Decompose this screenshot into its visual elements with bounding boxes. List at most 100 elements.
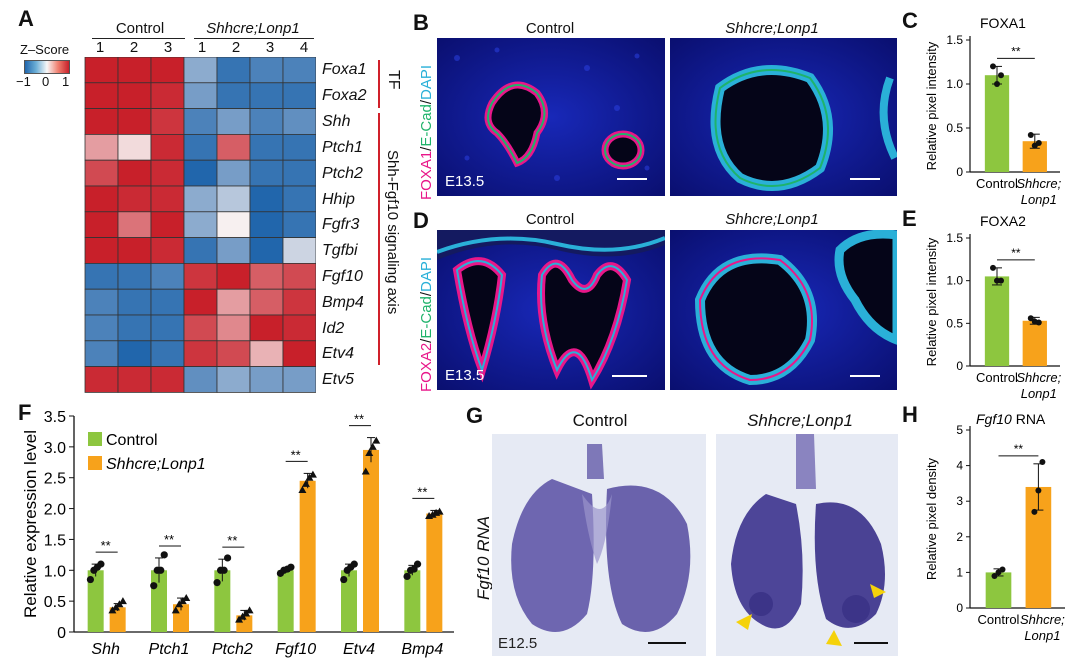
data-point <box>998 72 1004 79</box>
y-tick-label: 1 <box>956 565 963 579</box>
data-point <box>1027 132 1034 139</box>
heatmap-cell <box>282 159 316 187</box>
heatmap-cell <box>249 262 284 290</box>
bar <box>277 570 294 632</box>
zscore-colorbar <box>24 60 70 74</box>
y-axis-label: Relative pixel density <box>924 457 939 580</box>
chart-title: Fgf10 RNA <box>976 411 1046 427</box>
significance-label: ** <box>101 538 111 553</box>
heatmap-cell <box>216 366 251 393</box>
panel-b-control-scalebar <box>617 178 647 180</box>
heatmap-cell <box>216 262 251 290</box>
heatmap-cell <box>183 262 218 290</box>
data-point <box>118 597 127 605</box>
heatmap-cell <box>282 108 316 135</box>
bar <box>299 480 316 632</box>
heatmap-cell <box>282 57 316 84</box>
heatmap-col-m3: 3 <box>265 39 275 56</box>
heatmap-cell <box>150 57 185 84</box>
heatmap-mutant-header: Shhcre;Lonp1 <box>206 20 300 37</box>
heatmap-cell <box>117 159 152 187</box>
panel-g-side-label: Fgf10 RNA <box>474 515 493 600</box>
legend-swatch-mutant <box>88 456 102 470</box>
panel-d-mutant-title: Shhcre;Lonp1 <box>725 211 819 228</box>
heatmap-cell <box>216 237 251 264</box>
heatmap-cell <box>183 314 218 342</box>
y-tick-label: 1.5 <box>946 231 963 245</box>
heatmap-cell <box>249 211 284 239</box>
heatmap-col-c2: 2 <box>129 39 139 56</box>
data-point <box>308 470 317 478</box>
legend-swatch-control <box>88 432 102 446</box>
heatmap-cell <box>117 108 152 135</box>
heatmap-cell <box>216 108 251 135</box>
fgf10-mutant-lung <box>731 434 885 629</box>
x-tick-label: Bmp4 <box>401 641 443 658</box>
bar <box>984 75 1010 172</box>
data-point <box>1031 508 1038 515</box>
heatmap-cell <box>282 211 316 239</box>
y-tick-label: 3 <box>956 494 963 508</box>
y-tick-label: 2.5 <box>44 471 66 488</box>
heatmap-control-header: Control <box>115 20 165 37</box>
gene-etv4: Etv4 <box>322 345 355 362</box>
arrowhead-icon <box>736 614 752 630</box>
data-point <box>1039 459 1046 466</box>
gene-ptch2: Ptch2 <box>322 165 363 182</box>
zscore-tick-neg1: −1 <box>16 74 31 89</box>
heatmap-cell <box>150 134 185 161</box>
heatmap-cell <box>117 237 152 264</box>
y-tick-label: 0.5 <box>946 121 963 135</box>
data-point <box>350 560 358 568</box>
heatmap-cell <box>249 185 284 213</box>
heatmap-cell <box>249 237 284 264</box>
heatmap-cell <box>216 134 251 161</box>
y-tick-label: 4 <box>956 459 963 473</box>
significance-label: ** <box>164 532 174 547</box>
chart-h-fgf10-density: 0 1 2 3 4 5 Relative pixel density ** Fgf10 RNA C… <box>924 411 1065 643</box>
heatmap-cell <box>84 57 119 84</box>
data-point <box>365 449 374 457</box>
heatmap-cell <box>183 211 218 239</box>
tf-bracket <box>378 60 380 108</box>
heatmap-cell <box>282 134 316 161</box>
data-point <box>160 551 168 559</box>
heatmap-cell <box>249 159 284 187</box>
x-tick-label: Shhcre; <box>1020 612 1065 627</box>
foxa2-control-tissue <box>437 230 665 390</box>
panel-b-label: B <box>413 10 429 35</box>
chart-title: FOXA2 <box>980 213 1026 229</box>
heatmap-cell <box>249 366 284 393</box>
foxa2-mutant-tissue <box>670 230 897 390</box>
bar <box>1022 320 1047 366</box>
zscore-tick-1: 1 <box>62 74 70 89</box>
panel-b-mutant-scalebar <box>850 178 880 180</box>
significance-label: ** <box>354 412 364 427</box>
panel-d-label: D <box>413 208 429 233</box>
panel-g-mutant-scalebar <box>854 642 888 644</box>
bar <box>404 570 421 632</box>
panel-g-label: G <box>466 403 484 428</box>
y-axis-label: Relative pixel intensity <box>924 41 939 170</box>
heatmap-cell <box>150 159 185 187</box>
x-tick-label: Control <box>976 370 1018 385</box>
heatmap-cell <box>282 262 316 290</box>
gene-hhip: Hhip <box>322 191 355 208</box>
heatmap-col-m2: 2 <box>231 39 241 56</box>
heatmap-cell <box>249 57 284 84</box>
panel-d-control-scalebar <box>612 375 647 377</box>
panel-f-label: F <box>18 400 32 425</box>
heatmap-cell <box>84 185 119 213</box>
heatmap-col-m1: 1 <box>197 39 207 56</box>
data-point <box>1035 139 1042 146</box>
heatmap-cell <box>84 366 119 393</box>
heatmap-col-c3: 3 <box>163 39 173 56</box>
heatmap-cell <box>282 314 316 342</box>
gene-fgfr3: Fgfr3 <box>322 216 360 233</box>
data-point <box>413 560 422 568</box>
x-tick-label: Control <box>978 612 1020 627</box>
panel-e-label: E <box>902 206 917 231</box>
heatmap-cell <box>282 185 316 213</box>
heatmap-cell <box>216 82 251 109</box>
